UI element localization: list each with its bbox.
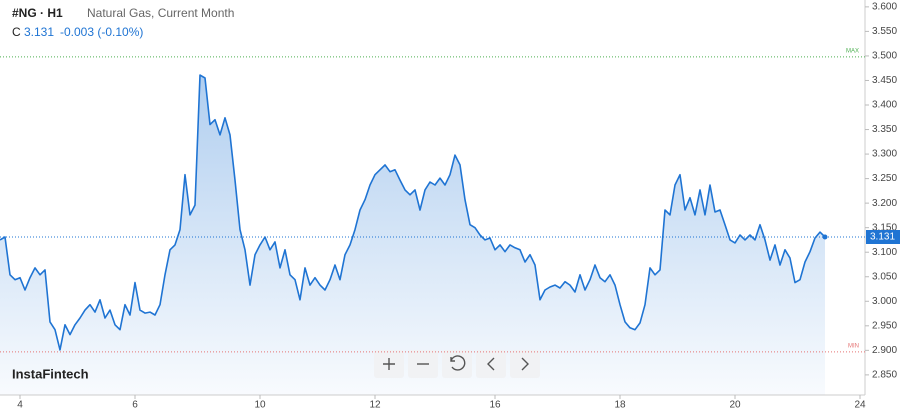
y-tick-label: 3.300 <box>872 149 897 160</box>
y-tick-label: 3.600 <box>872 2 897 13</box>
y-tick-label: 3.250 <box>872 173 897 184</box>
scroll-right-button[interactable] <box>510 350 540 378</box>
zoom-in-button[interactable] <box>374 350 404 378</box>
watermark: InstaFintech <box>12 366 89 381</box>
close-value: 3.131 <box>24 25 54 39</box>
x-tick-label: 6 <box>132 400 138 411</box>
zoom-out-button[interactable] <box>408 350 438 378</box>
x-tick-label: 20 <box>729 400 741 411</box>
x-tick-label: 4 <box>17 400 23 411</box>
y-tick-label: 3.500 <box>872 51 897 62</box>
y-tick-label: 2.900 <box>872 345 897 356</box>
reset-button[interactable] <box>442 350 472 378</box>
scroll-left-button[interactable] <box>476 350 506 378</box>
price-line <box>0 74 826 351</box>
x-tick-label: 12 <box>369 400 381 411</box>
close-prefix: C <box>12 25 21 39</box>
x-tick-label: 18 <box>614 400 626 411</box>
x-tick-label: 10 <box>254 400 266 411</box>
y-tick-label: 3.400 <box>872 100 897 111</box>
x-tick-label: 24 <box>854 400 866 411</box>
level-label: MIN <box>848 343 859 349</box>
level-label: MAX <box>846 48 859 54</box>
current-badge <box>866 230 900 244</box>
plot-area <box>0 74 828 395</box>
y-tick-label: 3.200 <box>872 198 897 209</box>
area <box>0 75 825 395</box>
symbol: #NG · H1 <box>12 6 63 20</box>
y-tick-label: 3.450 <box>872 75 897 86</box>
y-tick-label: 3.550 <box>872 26 897 37</box>
x-tick-label: 16 <box>489 400 501 411</box>
current-label: 3.131 <box>870 232 895 243</box>
y-tick-label: 3.050 <box>872 271 897 282</box>
y-tick-label: 2.950 <box>872 320 897 331</box>
y-tick-label: 2.850 <box>872 370 897 381</box>
chart-title: Natural Gas, Current Month <box>87 6 234 20</box>
toolbar <box>374 350 540 378</box>
y-tick-label: 3.150 <box>872 222 897 233</box>
y-tick-label: 3.350 <box>872 124 897 135</box>
change: -0.003 (-0.10%) <box>60 25 143 39</box>
y-tick-label: 3.100 <box>872 247 897 258</box>
y-tick-label: 3.000 <box>872 296 897 307</box>
